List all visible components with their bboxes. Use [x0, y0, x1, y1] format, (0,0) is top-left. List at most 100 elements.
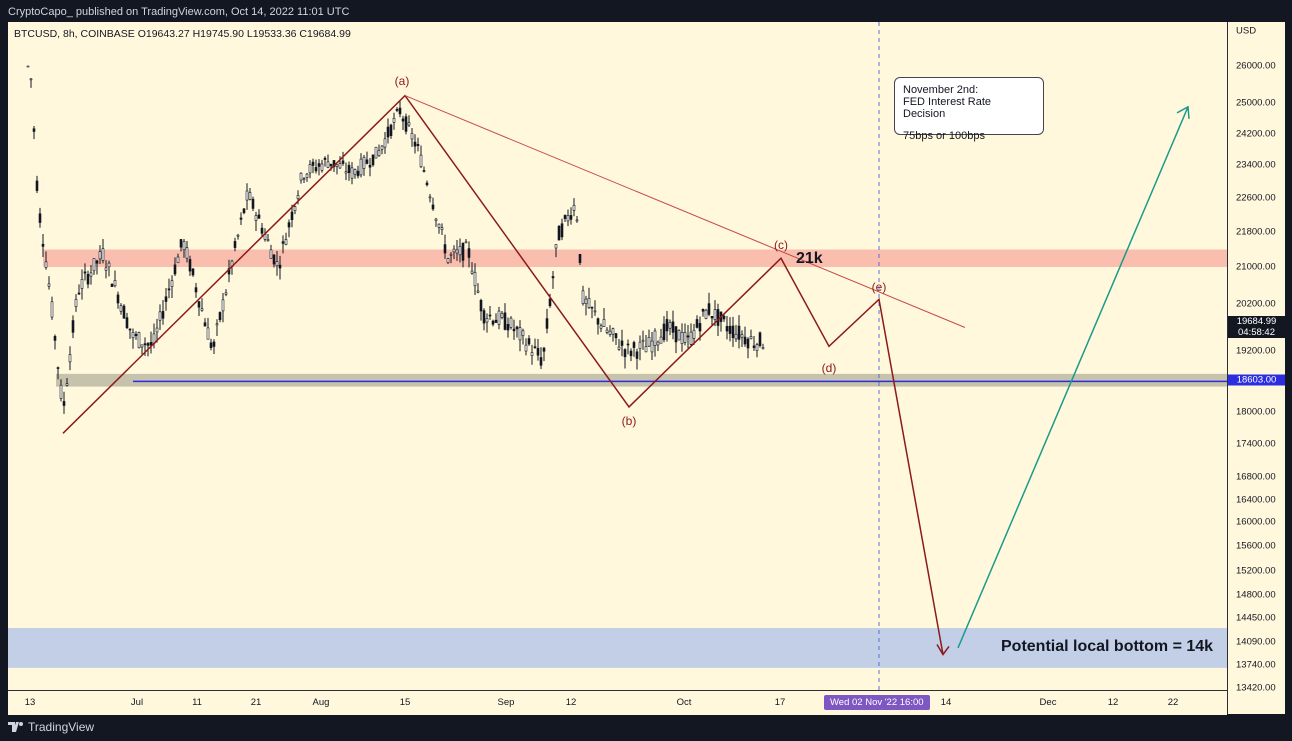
candle-body	[41, 243, 45, 247]
price-axis[interactable]: USD 26000.00 25000.00 24200.00 23400.00 2260…	[1227, 22, 1285, 714]
candle-body	[80, 278, 84, 289]
candle-body	[476, 290, 480, 293]
candle-body	[641, 339, 645, 342]
candle-body	[296, 195, 300, 200]
candle-body	[155, 327, 159, 333]
candle-body	[437, 223, 441, 228]
candle-body	[488, 314, 492, 317]
candle-body	[464, 241, 468, 244]
candle-body	[515, 326, 519, 330]
candle-body	[485, 318, 489, 323]
candle-body	[116, 294, 120, 304]
candle-body	[584, 298, 588, 305]
y-tick-label: 19200.00	[1236, 345, 1276, 357]
x-tick-label: 13	[24, 697, 36, 708]
candle-body	[542, 347, 546, 352]
candle-body	[404, 116, 408, 132]
candle-body	[254, 215, 258, 221]
candle-body	[320, 163, 324, 171]
candle-body	[287, 222, 291, 228]
candle-body	[416, 144, 420, 146]
candle-body	[473, 272, 477, 287]
candle-body	[161, 311, 165, 319]
time-axis[interactable]: 13 Jul 11 21 Aug 15 Sep 12 Oct 17 14 Dec 12 22 Wed 02…	[8, 690, 1227, 715]
candle-body	[308, 164, 312, 174]
fed-note-callout[interactable]: November 2nd: FED Interest Rate Decision…	[894, 77, 1044, 142]
y-tick-label: 26000.00	[1236, 60, 1276, 72]
candle-body	[530, 352, 534, 357]
candle-body	[677, 330, 681, 341]
x-tick-label: 11	[192, 697, 202, 708]
candle-body	[686, 335, 690, 338]
candle-body	[428, 196, 432, 199]
y-tick-label: 17400.00	[1236, 438, 1276, 450]
chart-frame: BTCUSD, 8h, COINBASE O19643.27 H19745.90…	[8, 22, 1285, 715]
candle-body	[632, 342, 636, 348]
candle-body	[749, 336, 753, 339]
candle-body	[128, 328, 132, 331]
candle-body	[293, 206, 297, 211]
candle-body	[725, 326, 729, 332]
candle-body	[722, 315, 726, 320]
candle-body	[509, 317, 513, 328]
label-21k: 21k	[796, 250, 823, 267]
wave-label-b: (b)	[621, 414, 637, 428]
candle-body	[212, 341, 216, 347]
candle-body	[422, 170, 426, 172]
tradingview-footer[interactable]: TradingView	[8, 720, 94, 734]
x-tick-label: 17	[774, 697, 786, 708]
candle-body	[377, 150, 381, 156]
y-tick-label: 23400.00	[1236, 159, 1276, 171]
candle-body	[98, 251, 102, 260]
wave-label-a: (a)	[394, 74, 410, 88]
candle-body	[71, 320, 75, 333]
candle-body	[56, 367, 60, 369]
candle-body	[596, 318, 600, 325]
x-tick-label: Sep	[497, 697, 515, 708]
candle-body	[569, 215, 573, 220]
plot-area[interactable]: BTCUSD, 8h, COINBASE O19643.27 H19745.90…	[8, 22, 1227, 690]
candle-body	[605, 329, 609, 333]
candle-body	[491, 320, 495, 325]
candle-body	[386, 126, 390, 138]
candle-body	[188, 259, 192, 272]
wave-arrowhead	[936, 644, 950, 656]
candle-body	[458, 246, 462, 256]
candle-body	[638, 341, 642, 349]
candle-body	[554, 244, 558, 249]
candle-body	[608, 330, 612, 335]
candle-body	[65, 383, 69, 386]
candle-body	[413, 141, 417, 147]
candle-body	[113, 280, 117, 287]
candle-body	[299, 172, 303, 181]
support-price-tag: 18603.00	[1228, 374, 1285, 386]
candle-body	[623, 349, 627, 358]
candle-body	[182, 241, 186, 251]
candle-body	[245, 190, 249, 201]
candle-body	[374, 146, 378, 159]
x-tick-label: 22	[1167, 697, 1179, 708]
y-tick-label: 18000.00	[1236, 406, 1276, 418]
candle-body	[272, 254, 276, 265]
y-tick-label: 21000.00	[1236, 261, 1276, 273]
x-tick-label: Dec	[1039, 697, 1057, 708]
candle-body	[650, 340, 654, 353]
candle-body	[746, 338, 750, 349]
x-tick-label: Oct	[676, 697, 692, 708]
y-tick-label: 14090.00	[1236, 636, 1276, 648]
candle-body	[518, 327, 522, 341]
y-tick-label: 13420.00	[1236, 682, 1276, 694]
candle-body	[365, 159, 369, 164]
candle-body	[533, 346, 537, 348]
candle-body	[83, 271, 87, 274]
candle-body	[740, 334, 744, 338]
candle-body	[344, 171, 348, 174]
candle-body	[683, 332, 687, 343]
candle-body	[305, 173, 309, 178]
candle-body	[35, 180, 39, 191]
candle-body	[587, 297, 591, 308]
candle-body	[86, 274, 90, 285]
tradingview-logo-icon	[8, 722, 23, 732]
candle-body	[92, 258, 96, 272]
y-tick-label: 16800.00	[1236, 471, 1276, 483]
